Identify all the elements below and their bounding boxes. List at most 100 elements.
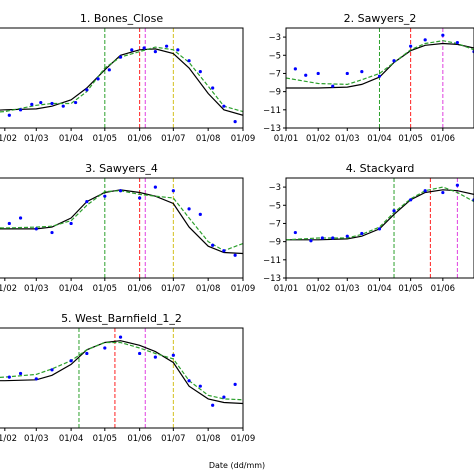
x-tick-label: 01/08 — [196, 134, 221, 144]
smoothed-line-green — [0, 341, 243, 401]
plot-area — [0, 178, 249, 278]
data-point — [331, 84, 335, 88]
fitted-line-black — [286, 189, 474, 241]
x-tick-label: 01/06 — [431, 284, 456, 294]
data-point — [69, 359, 73, 363]
data-point — [74, 100, 78, 105]
data-point — [18, 371, 23, 376]
x-tick-label: 01/05 — [93, 134, 118, 144]
data-point — [153, 185, 157, 189]
x-tick-label: 01/05 — [398, 134, 423, 144]
chart-panel-2: 01/01 01/02 01/03 01/04 01/05 01/06 −3 −5 −7 −9 −1… — [263, 12, 474, 144]
x-tick-label: 01/09 — [231, 134, 256, 144]
data-point — [118, 335, 123, 339]
chart-panel-4: 01/01 01/02 01/03 01/04 01/05 01/06 −3 −5 −7 −9 −1… — [263, 162, 474, 294]
axes-frame — [0, 327, 244, 429]
data-point — [392, 59, 396, 63]
data-point — [103, 194, 107, 198]
x-tick-label: 01/05 — [93, 434, 118, 444]
data-point — [165, 44, 169, 48]
data-point — [7, 375, 11, 379]
plot-area — [0, 328, 249, 428]
x-tick-label: 01/02 — [0, 434, 17, 444]
x-tick-label: 01/07 — [161, 284, 186, 294]
x-tick-label: 01/06 — [127, 134, 152, 144]
figure-xlabel: Date (dd/mm) — [209, 461, 265, 470]
x-tick-label: 01/04 — [59, 434, 84, 444]
data-point — [138, 196, 142, 200]
data-point — [85, 88, 89, 92]
data-point — [423, 189, 427, 193]
fitted-line-black — [286, 42, 474, 89]
x-tick-label: 01/08 — [196, 434, 221, 444]
data-point — [7, 221, 11, 226]
data-point — [345, 71, 349, 76]
data-point — [34, 227, 38, 231]
x-tick-label: 01/06 — [127, 434, 152, 444]
x-tick-label: 01/03 — [24, 134, 49, 144]
data-point — [171, 353, 175, 357]
y-tick-label: −5 — [268, 201, 281, 211]
fitted-line-black — [0, 189, 243, 255]
x-tick-label: 01/09 — [231, 284, 256, 294]
data-point — [345, 234, 349, 238]
data-point — [187, 207, 191, 211]
panel-title: 2. Sawyers_2 — [344, 12, 417, 25]
x-tick-label: 01/01 — [274, 284, 299, 294]
chart-panel-3: 01/02 01/03 01/04 01/05 01/06 01/07 01/08 01/09… — [0, 162, 255, 294]
panel-title: 4. Stackyard — [346, 162, 415, 175]
fitted-line-black — [0, 340, 243, 405]
x-tick-label: 01/02 — [0, 134, 17, 144]
data-point — [377, 74, 382, 78]
x-tick-label: 01/01 — [274, 134, 299, 144]
x-tick-label: 01/07 — [161, 434, 186, 444]
data-point — [198, 70, 202, 74]
data-point — [211, 403, 215, 407]
fitted-line-black — [0, 48, 243, 116]
axes-frame — [0, 177, 244, 279]
panel-title: 5. West_Barnfield_1_2 — [61, 312, 182, 325]
data-point — [61, 104, 65, 108]
y-tick-label: −3 — [268, 33, 281, 43]
plot-area — [286, 178, 474, 278]
data-point — [377, 227, 382, 231]
x-tick-label: 01/06 — [431, 134, 456, 144]
x-tick-label: 01/06 — [127, 284, 152, 294]
data-point — [187, 59, 191, 63]
data-point — [246, 117, 249, 120]
data-point — [171, 189, 175, 193]
data-point — [85, 200, 89, 204]
data-point — [142, 46, 146, 50]
data-point — [198, 212, 202, 216]
data-point — [320, 236, 324, 240]
y-tick-label: −9 — [268, 88, 281, 98]
data-point — [138, 351, 142, 356]
data-point — [34, 377, 38, 381]
data-point — [360, 231, 364, 236]
x-tick-label: 01/03 — [335, 134, 360, 144]
data-point — [50, 101, 54, 106]
data-point — [233, 120, 237, 124]
x-tick-label: 01/03 — [24, 434, 49, 444]
x-tick-label: 01/03 — [24, 284, 49, 294]
panel-title: 1. Bones_Close — [80, 12, 163, 25]
data-point — [233, 253, 237, 257]
data-point — [130, 48, 134, 52]
data-point — [153, 355, 157, 359]
data-point — [309, 239, 313, 243]
data-point — [304, 73, 308, 77]
data-point — [441, 190, 445, 195]
data-point — [246, 245, 249, 248]
data-point — [85, 351, 89, 356]
data-point — [69, 221, 73, 226]
x-tick-label: 01/05 — [398, 284, 423, 294]
data-point — [118, 189, 123, 193]
x-tick-label: 01/04 — [59, 284, 84, 294]
smoothed-line-green — [0, 190, 243, 252]
data-point — [331, 236, 335, 240]
x-tick-label: 01/09 — [231, 434, 256, 444]
x-tick-label: 01/03 — [335, 284, 360, 294]
data-point — [409, 44, 413, 48]
data-point — [246, 379, 249, 382]
panels-group: 01/02 01/03 01/04 01/05 01/06 01/07 01/08 01/09… — [0, 12, 474, 444]
